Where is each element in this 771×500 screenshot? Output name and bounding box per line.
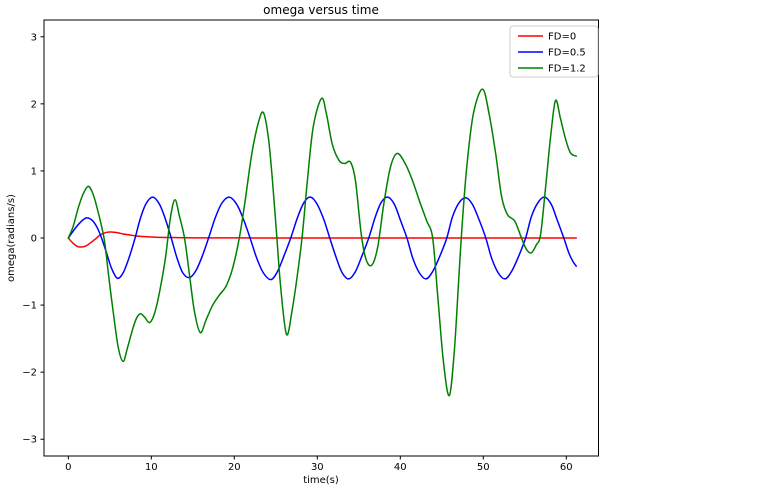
x-tick-label: 40 — [394, 462, 407, 473]
y-tick-label: −1 — [22, 301, 37, 312]
y-axis-label: omega(radians/s) — [6, 194, 17, 282]
x-axis-ticks: 0 10 20 30 40 50 60 — [65, 456, 573, 473]
legend: FD=0 FD=0.5 FD=1.2 — [509, 25, 599, 78]
y-axis-ticks: −3 −2 −1 0 1 2 3 — [22, 32, 44, 446]
series-line-FD=0 — [67, 231, 578, 248]
series-line-FD=0.5 — [67, 196, 578, 281]
x-tick-label: 10 — [145, 462, 158, 473]
x-axis-label: time(s) — [303, 475, 339, 486]
data-series — [67, 88, 578, 397]
y-tick-label: −2 — [22, 368, 37, 379]
legend-label-FD=1.2: FD=1.2 — [548, 64, 586, 75]
y-tick-label: 1 — [31, 166, 37, 177]
x-tick-label: 50 — [477, 462, 490, 473]
y-tick-label: 0 — [31, 234, 37, 245]
x-tick-label: 30 — [311, 462, 324, 473]
y-tick-label: 3 — [31, 32, 37, 43]
series-line-FD=1.2 — [67, 88, 578, 397]
legend-label-FD=0.5: FD=0.5 — [548, 48, 586, 59]
legend-label-FD=0: FD=0 — [548, 32, 576, 43]
x-tick-label: 0 — [65, 462, 71, 473]
y-tick-label: −3 — [22, 435, 37, 446]
x-tick-label: 20 — [228, 462, 241, 473]
y-tick-label: 2 — [31, 99, 37, 110]
legend-box — [509, 25, 599, 78]
x-tick-label: 60 — [560, 462, 573, 473]
chart-title: omega versus time — [263, 3, 379, 17]
